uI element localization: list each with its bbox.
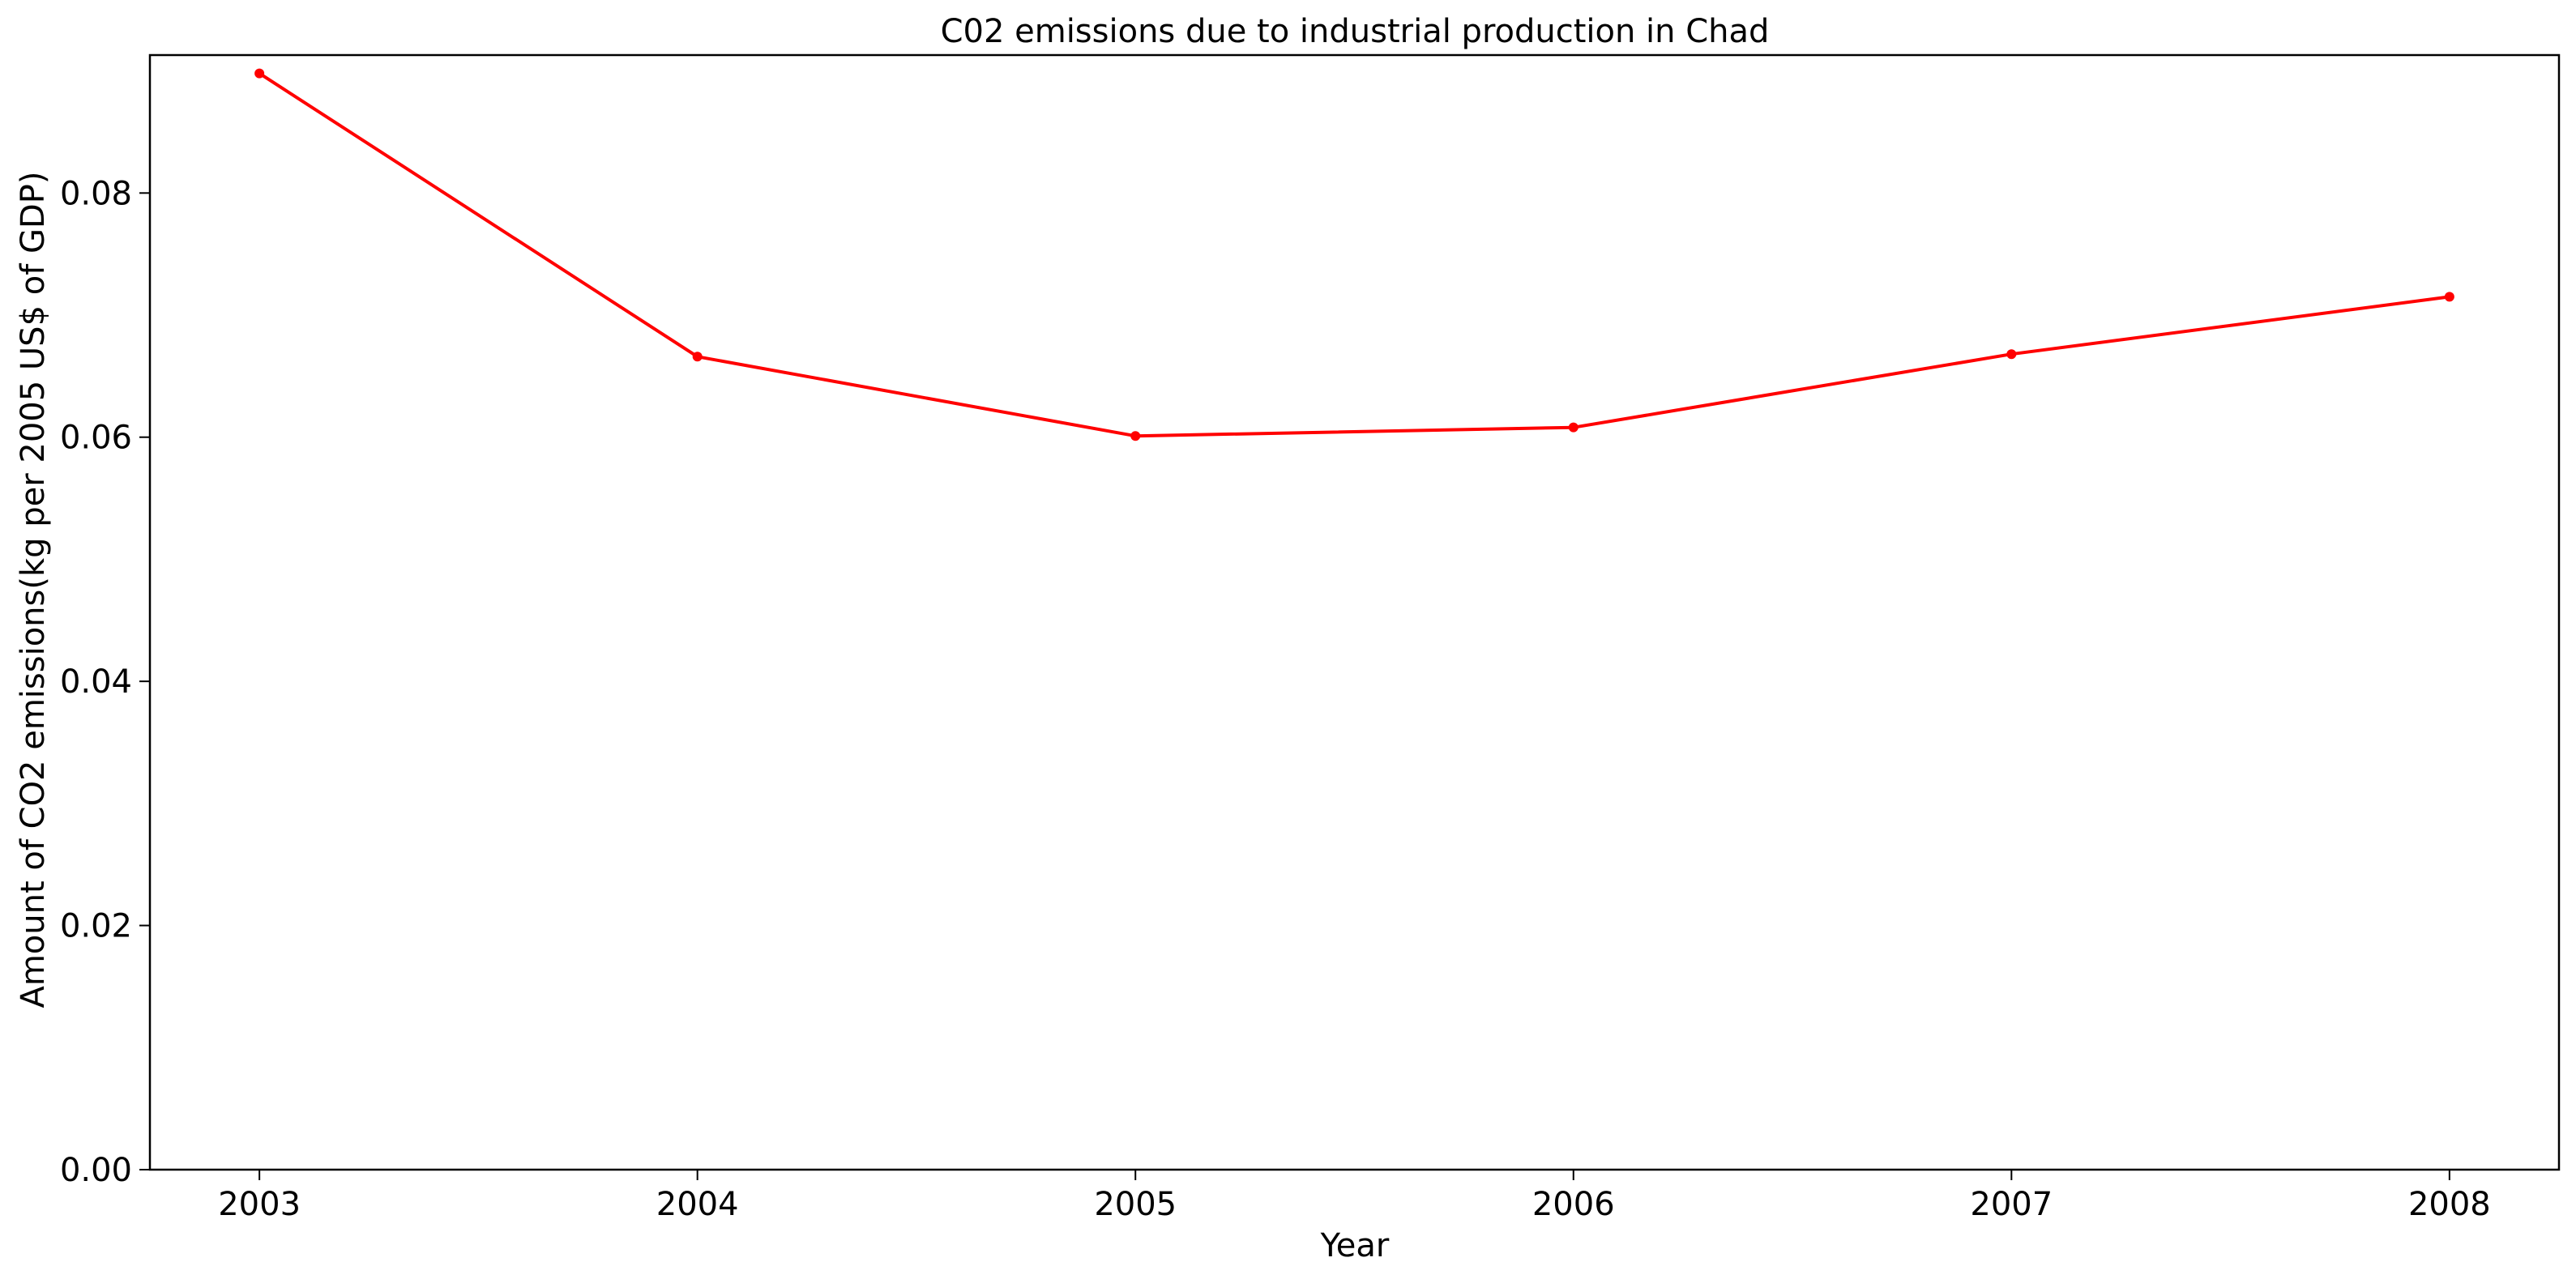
x-tick-label: 2008 [2408, 1186, 2491, 1223]
y-tick-label: 0.02 [60, 908, 132, 945]
x-tick-label: 2006 [1532, 1186, 1615, 1223]
x-tick-label: 2004 [656, 1186, 739, 1223]
data-point [254, 68, 265, 79]
y-tick-label: 0.08 [60, 175, 132, 212]
x-tick-label: 2007 [1970, 1186, 2053, 1223]
data-point [2006, 349, 2017, 360]
data-point [1568, 422, 1578, 433]
series-layer [254, 68, 2454, 441]
data-point [692, 352, 703, 362]
y-tick-label: 0.00 [60, 1152, 132, 1189]
chart-title: C02 emissions due to industrial producti… [941, 13, 1770, 50]
data-point [2444, 292, 2454, 302]
x-axis-label: Year [1320, 1227, 1390, 1264]
y-axis: 0.00 0.02 0.04 0.06 0.08 [60, 175, 150, 1189]
y-axis-label: Amount of CO2 emissions(kg per 2005 US$ … [15, 171, 52, 1008]
y-tick-label: 0.06 [60, 420, 132, 457]
series-line [258, 71, 2451, 438]
x-tick-label: 2005 [1094, 1186, 1177, 1223]
y-tick-label: 0.04 [60, 663, 132, 701]
data-point [1130, 431, 1141, 441]
plot-area [148, 53, 2561, 1171]
x-tick-label: 2003 [218, 1186, 301, 1223]
x-axis: 2003 2004 2005 2006 2007 2008 [218, 1170, 2491, 1223]
